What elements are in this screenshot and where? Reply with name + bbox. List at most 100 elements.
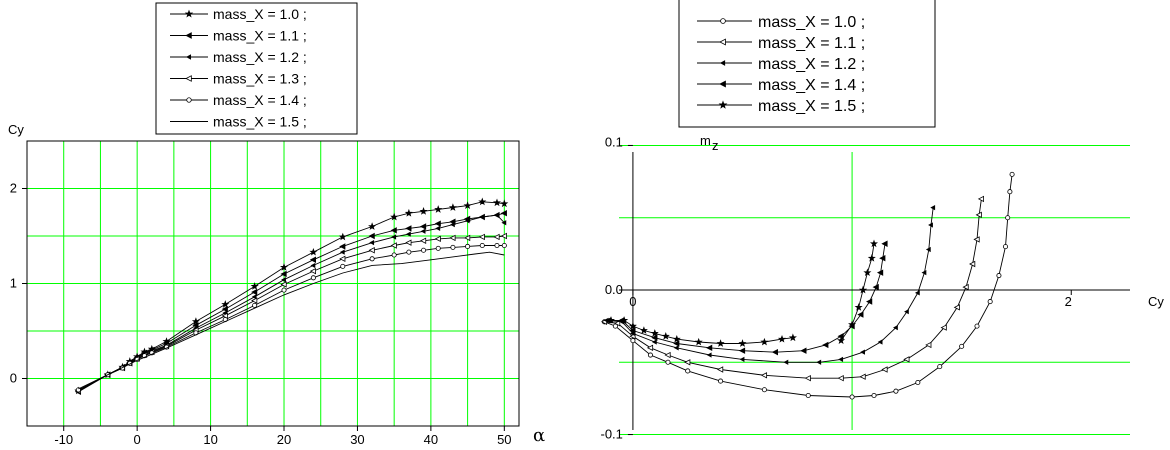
x-axis-label: α bbox=[533, 425, 545, 446]
data-point bbox=[866, 298, 873, 305]
data-point bbox=[404, 208, 413, 217]
data-point bbox=[706, 352, 712, 358]
data-point bbox=[464, 234, 471, 242]
legend-box bbox=[155, 2, 358, 135]
data-point bbox=[448, 203, 457, 211]
data-point bbox=[251, 288, 258, 296]
legend-marker bbox=[186, 54, 192, 60]
data-point bbox=[280, 281, 287, 288]
y-tick-label: 0.1 bbox=[605, 134, 623, 149]
data-point bbox=[479, 214, 485, 220]
legend-label: mass_X = 1.4 ; bbox=[758, 77, 865, 94]
series-line bbox=[603, 204, 936, 365]
legend-label: mass_X = 1.2 ; bbox=[213, 49, 307, 65]
data-point bbox=[639, 326, 648, 334]
data-point bbox=[881, 240, 888, 247]
data-point bbox=[738, 339, 747, 347]
data-point bbox=[996, 273, 1002, 279]
data-point bbox=[630, 338, 636, 344]
series-path bbox=[608, 243, 886, 353]
series-line bbox=[74, 232, 507, 395]
data-point bbox=[405, 231, 411, 237]
data-point bbox=[369, 240, 375, 246]
data-point bbox=[867, 253, 876, 262]
data-point bbox=[368, 247, 375, 254]
data-point bbox=[612, 323, 618, 329]
series-line bbox=[78, 251, 505, 390]
data-point bbox=[858, 285, 868, 294]
data-point bbox=[464, 218, 470, 224]
data-point bbox=[251, 294, 257, 300]
data-point bbox=[848, 320, 857, 329]
data-point bbox=[250, 282, 259, 290]
legend-label: mass_X = 1.0 ; bbox=[213, 6, 307, 22]
legend-label: mass_X = 1.1 ; bbox=[758, 35, 865, 52]
data-point bbox=[281, 277, 286, 283]
data-point bbox=[800, 347, 807, 354]
data-point bbox=[280, 270, 287, 278]
x-tick-label: -10 bbox=[54, 432, 73, 447]
data-point bbox=[760, 372, 768, 379]
data-point bbox=[500, 209, 507, 217]
data-point bbox=[405, 239, 412, 246]
data-point bbox=[647, 352, 653, 358]
legend-label: mass_X = 1.0 ; bbox=[758, 14, 865, 31]
data-point bbox=[309, 267, 316, 275]
legend-label: mass_X = 1.1 ; bbox=[213, 28, 307, 44]
data-point bbox=[651, 334, 658, 341]
series-line bbox=[75, 212, 507, 394]
data-point bbox=[390, 242, 397, 249]
data-point bbox=[661, 332, 670, 340]
data-point bbox=[716, 339, 725, 347]
data-point bbox=[434, 205, 443, 213]
data-point bbox=[500, 232, 507, 240]
data-point bbox=[872, 283, 879, 291]
data-point bbox=[1007, 189, 1013, 195]
x-axis-label: Cy bbox=[1148, 294, 1164, 309]
series-line bbox=[606, 316, 797, 347]
data-point bbox=[465, 243, 471, 249]
data-point bbox=[738, 347, 746, 354]
data-point bbox=[434, 235, 441, 243]
data-point bbox=[419, 237, 427, 244]
data-point bbox=[672, 334, 681, 343]
legend-marker bbox=[719, 60, 726, 66]
data-point bbox=[788, 333, 797, 342]
legend: mass_X = 1.0 ; mass_X = 1.1 ; mass_X = 1.2… bbox=[678, 0, 936, 128]
y-tick-label: -0.1 bbox=[601, 427, 623, 442]
data-point bbox=[893, 388, 899, 394]
data-point bbox=[665, 359, 671, 365]
legend-label: mass_X = 1.5 ; bbox=[758, 98, 865, 115]
legend-marker bbox=[719, 80, 726, 88]
data-point bbox=[1009, 171, 1015, 177]
legend-marker bbox=[185, 75, 192, 82]
data-point bbox=[390, 212, 399, 221]
legend: mass_X = 1.0 ; mass_X = 1.1 ; mass_X = 1.2… bbox=[155, 2, 358, 135]
data-point bbox=[419, 207, 428, 215]
data-point bbox=[221, 312, 228, 320]
data-point bbox=[463, 201, 472, 210]
data-point bbox=[664, 351, 671, 359]
data-point bbox=[706, 344, 713, 352]
data-point bbox=[876, 269, 884, 276]
data-point bbox=[650, 329, 659, 337]
data-point bbox=[406, 249, 412, 255]
data-point bbox=[478, 233, 485, 241]
data-point bbox=[421, 247, 427, 253]
data-point bbox=[1002, 244, 1009, 250]
data-point bbox=[777, 334, 787, 343]
data-point bbox=[369, 256, 375, 262]
data-point bbox=[279, 263, 289, 271]
series-path bbox=[840, 243, 875, 341]
data-point bbox=[816, 359, 822, 365]
legend-label: mass_X = 1.2 ; bbox=[758, 56, 865, 73]
data-point bbox=[783, 359, 789, 365]
data-point bbox=[309, 256, 316, 263]
x-tick-label: 50 bbox=[497, 432, 511, 447]
data-point bbox=[822, 341, 829, 349]
data-point bbox=[620, 316, 629, 324]
data-point bbox=[849, 394, 855, 400]
data-point bbox=[435, 225, 441, 232]
x-tick-label: 30 bbox=[350, 432, 364, 447]
